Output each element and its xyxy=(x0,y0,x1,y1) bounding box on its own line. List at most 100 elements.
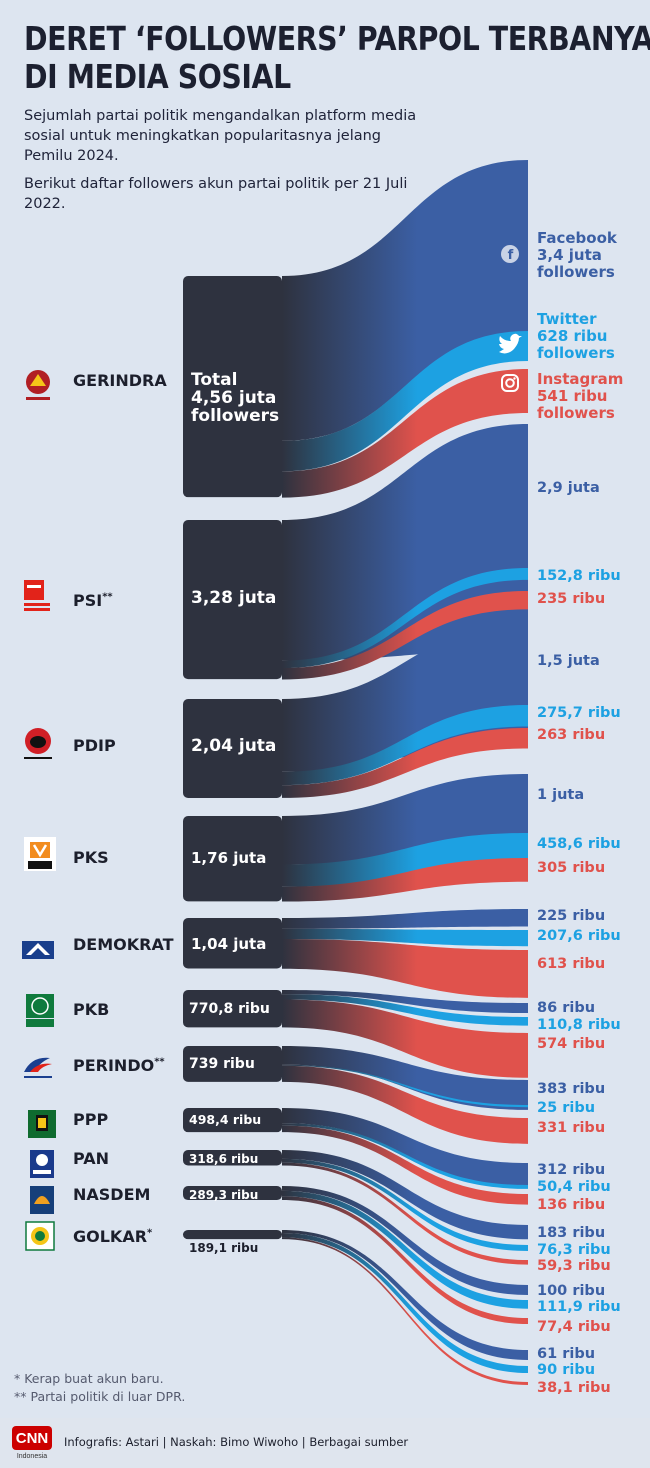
nasdem-logo xyxy=(30,1186,54,1214)
gerindra-total-label-3: followers xyxy=(191,406,280,426)
value-golkar-instagram: 38,1 ribu xyxy=(537,1380,611,1396)
gerindra-total-label-2: 4,56 juta xyxy=(191,388,277,408)
flow-psi-twitter xyxy=(282,568,528,669)
value-demokrat-facebook: 225 ribu xyxy=(537,908,606,924)
total-label-nasdem: 289,3 ribu xyxy=(189,1188,259,1202)
flow-golkar-facebook xyxy=(282,1230,528,1360)
party-footnote-mark: * xyxy=(147,1227,153,1239)
value-psi-twitter: 152,8 ribu xyxy=(537,568,621,584)
value-pks-twitter: 458,6 ribu xyxy=(537,836,621,852)
party-footnote-mark: ** xyxy=(154,1056,165,1068)
party-name-text: PKS xyxy=(73,848,109,867)
value-pks-facebook: 1 juta xyxy=(537,787,585,803)
total-label-psi: 3,28 juta xyxy=(191,588,277,608)
value-demokrat-twitter: 207,6 ribu xyxy=(537,928,621,944)
flow-gerindra-twitter xyxy=(282,331,528,472)
bar-perindo xyxy=(183,1046,282,1082)
flow-pks-twitter xyxy=(282,833,528,887)
total-label-pkb: 770,8 ribu xyxy=(189,1001,270,1017)
party-name-text: PKB xyxy=(73,1000,110,1019)
bar-pdip xyxy=(183,699,282,798)
party-name-text: PPP xyxy=(73,1110,109,1129)
title-line-2: DI MEDIA SOSIAL xyxy=(24,57,291,96)
flow-ppp-twitter xyxy=(282,1123,528,1189)
value-ppp-instagram: 136 ribu xyxy=(537,1197,606,1213)
twitter-icon xyxy=(499,333,522,354)
party-name-pan: PAN xyxy=(73,1149,109,1168)
party-name-text: GOLKAR xyxy=(73,1227,148,1246)
footer: CNN Indonesia Infografis: Astari | Naska… xyxy=(0,1418,650,1468)
value-perindo-instagram: 331 ribu xyxy=(537,1120,606,1136)
party-name-pkb: PKB xyxy=(73,1000,109,1019)
total-label-pan: 318,6 ribu xyxy=(189,1152,259,1166)
value-pkb-twitter: 110,8 ribu xyxy=(537,1017,621,1033)
value-nasdem-twitter: 111,9 ribu xyxy=(537,1299,621,1315)
pan-logo xyxy=(30,1150,54,1178)
total-label-demokrat: 1,04 juta xyxy=(191,935,267,953)
bar-pks xyxy=(183,816,282,902)
flow-pkb-twitter xyxy=(282,994,528,1026)
platform-unit-twitter: followers xyxy=(537,344,615,362)
party-name-text: NASDEM xyxy=(73,1185,151,1204)
value-golkar-facebook: 61 ribu xyxy=(537,1346,596,1362)
pdip-logo xyxy=(24,728,52,759)
platform-name-instagram: Instagram xyxy=(537,370,624,388)
flow-pan-instagram xyxy=(282,1162,528,1265)
bar-gerindra xyxy=(183,276,282,498)
party-name-psi: PSI** xyxy=(73,591,113,610)
party-name-ppp: PPP xyxy=(73,1110,108,1129)
value-pkb-instagram: 574 ribu xyxy=(537,1036,606,1052)
flow-demokrat-facebook xyxy=(282,909,528,929)
bar-ppp xyxy=(183,1108,282,1133)
footnote-2: ** Partai politik di luar DPR. xyxy=(14,1389,186,1404)
footnote-1: * Kerap buat akun baru. xyxy=(14,1371,164,1386)
flow-demokrat-instagram xyxy=(282,938,528,998)
bar-psi xyxy=(183,520,282,680)
svg-text:f: f xyxy=(508,248,514,263)
value-pks-instagram: 305 ribu xyxy=(537,860,606,876)
flow-demokrat-twitter xyxy=(282,928,528,947)
platform-unit-instagram: followers xyxy=(537,404,615,422)
intro-text: Sejumlah partai politik mengandalkan pla… xyxy=(24,106,424,222)
value-pdip-twitter: 275,7 ribu xyxy=(537,705,621,721)
total-label-perindo: 739 ribu xyxy=(189,1056,255,1072)
value-pan-facebook: 183 ribu xyxy=(537,1225,606,1241)
instagram-icon xyxy=(501,374,519,392)
pkb-logo xyxy=(26,994,54,1027)
platform-name-twitter: Twitter xyxy=(537,310,597,328)
page-title: DERET ‘FOLLOWERS’ PARPOL TERBANYAK DI ME… xyxy=(24,19,650,96)
platform-value-instagram: 541 ribu xyxy=(537,387,608,405)
value-ppp-twitter: 50,4 ribu xyxy=(537,1179,611,1195)
flow-perindo-facebook xyxy=(282,1046,528,1110)
flow-pan-facebook xyxy=(282,1150,528,1240)
gerindra-logo xyxy=(26,370,50,400)
party-name-text: PSI xyxy=(73,591,103,610)
flow-golkar-instagram xyxy=(282,1237,528,1385)
cnn-logo: CNN Indonesia xyxy=(12,1426,52,1460)
flow-nasdem-facebook xyxy=(282,1186,528,1295)
flow-nasdem-twitter xyxy=(282,1190,528,1309)
flow-gerindra-instagram xyxy=(282,369,528,498)
party-name-pks: PKS xyxy=(73,848,109,867)
party-name-text: GERINDRA xyxy=(73,371,167,390)
credit-line: Infografis: Astari | Naskah: Bimo Wiwoho… xyxy=(64,1435,409,1449)
golkar-logo xyxy=(25,1221,55,1251)
value-nasdem-facebook: 100 ribu xyxy=(537,1283,606,1299)
value-pan-twitter: 76,3 ribu xyxy=(537,1242,611,1258)
title-line-1: DERET ‘FOLLOWERS’ PARPOL TERBANYAK xyxy=(24,19,650,58)
bar-nasdem xyxy=(183,1186,282,1201)
party-name-text: DEMOKRAT xyxy=(73,935,174,954)
bar-golkar xyxy=(183,1230,282,1240)
value-golkar-twitter: 90 ribu xyxy=(537,1362,596,1378)
flow-ppp-facebook xyxy=(282,1108,528,1188)
footnotes: * Kerap buat akun baru. ** Partai politi… xyxy=(14,1370,185,1406)
flow-pks-instagram xyxy=(282,858,528,902)
flow-golkar-twitter xyxy=(282,1232,528,1374)
platform-name-facebook: Facebook xyxy=(537,229,617,247)
facebook-icon: f xyxy=(501,245,519,263)
flow-pkb-facebook xyxy=(282,990,528,1013)
bar-pan xyxy=(183,1150,282,1166)
value-ppp-facebook: 312 ribu xyxy=(537,1162,606,1178)
value-psi-instagram: 235 ribu xyxy=(537,591,606,607)
